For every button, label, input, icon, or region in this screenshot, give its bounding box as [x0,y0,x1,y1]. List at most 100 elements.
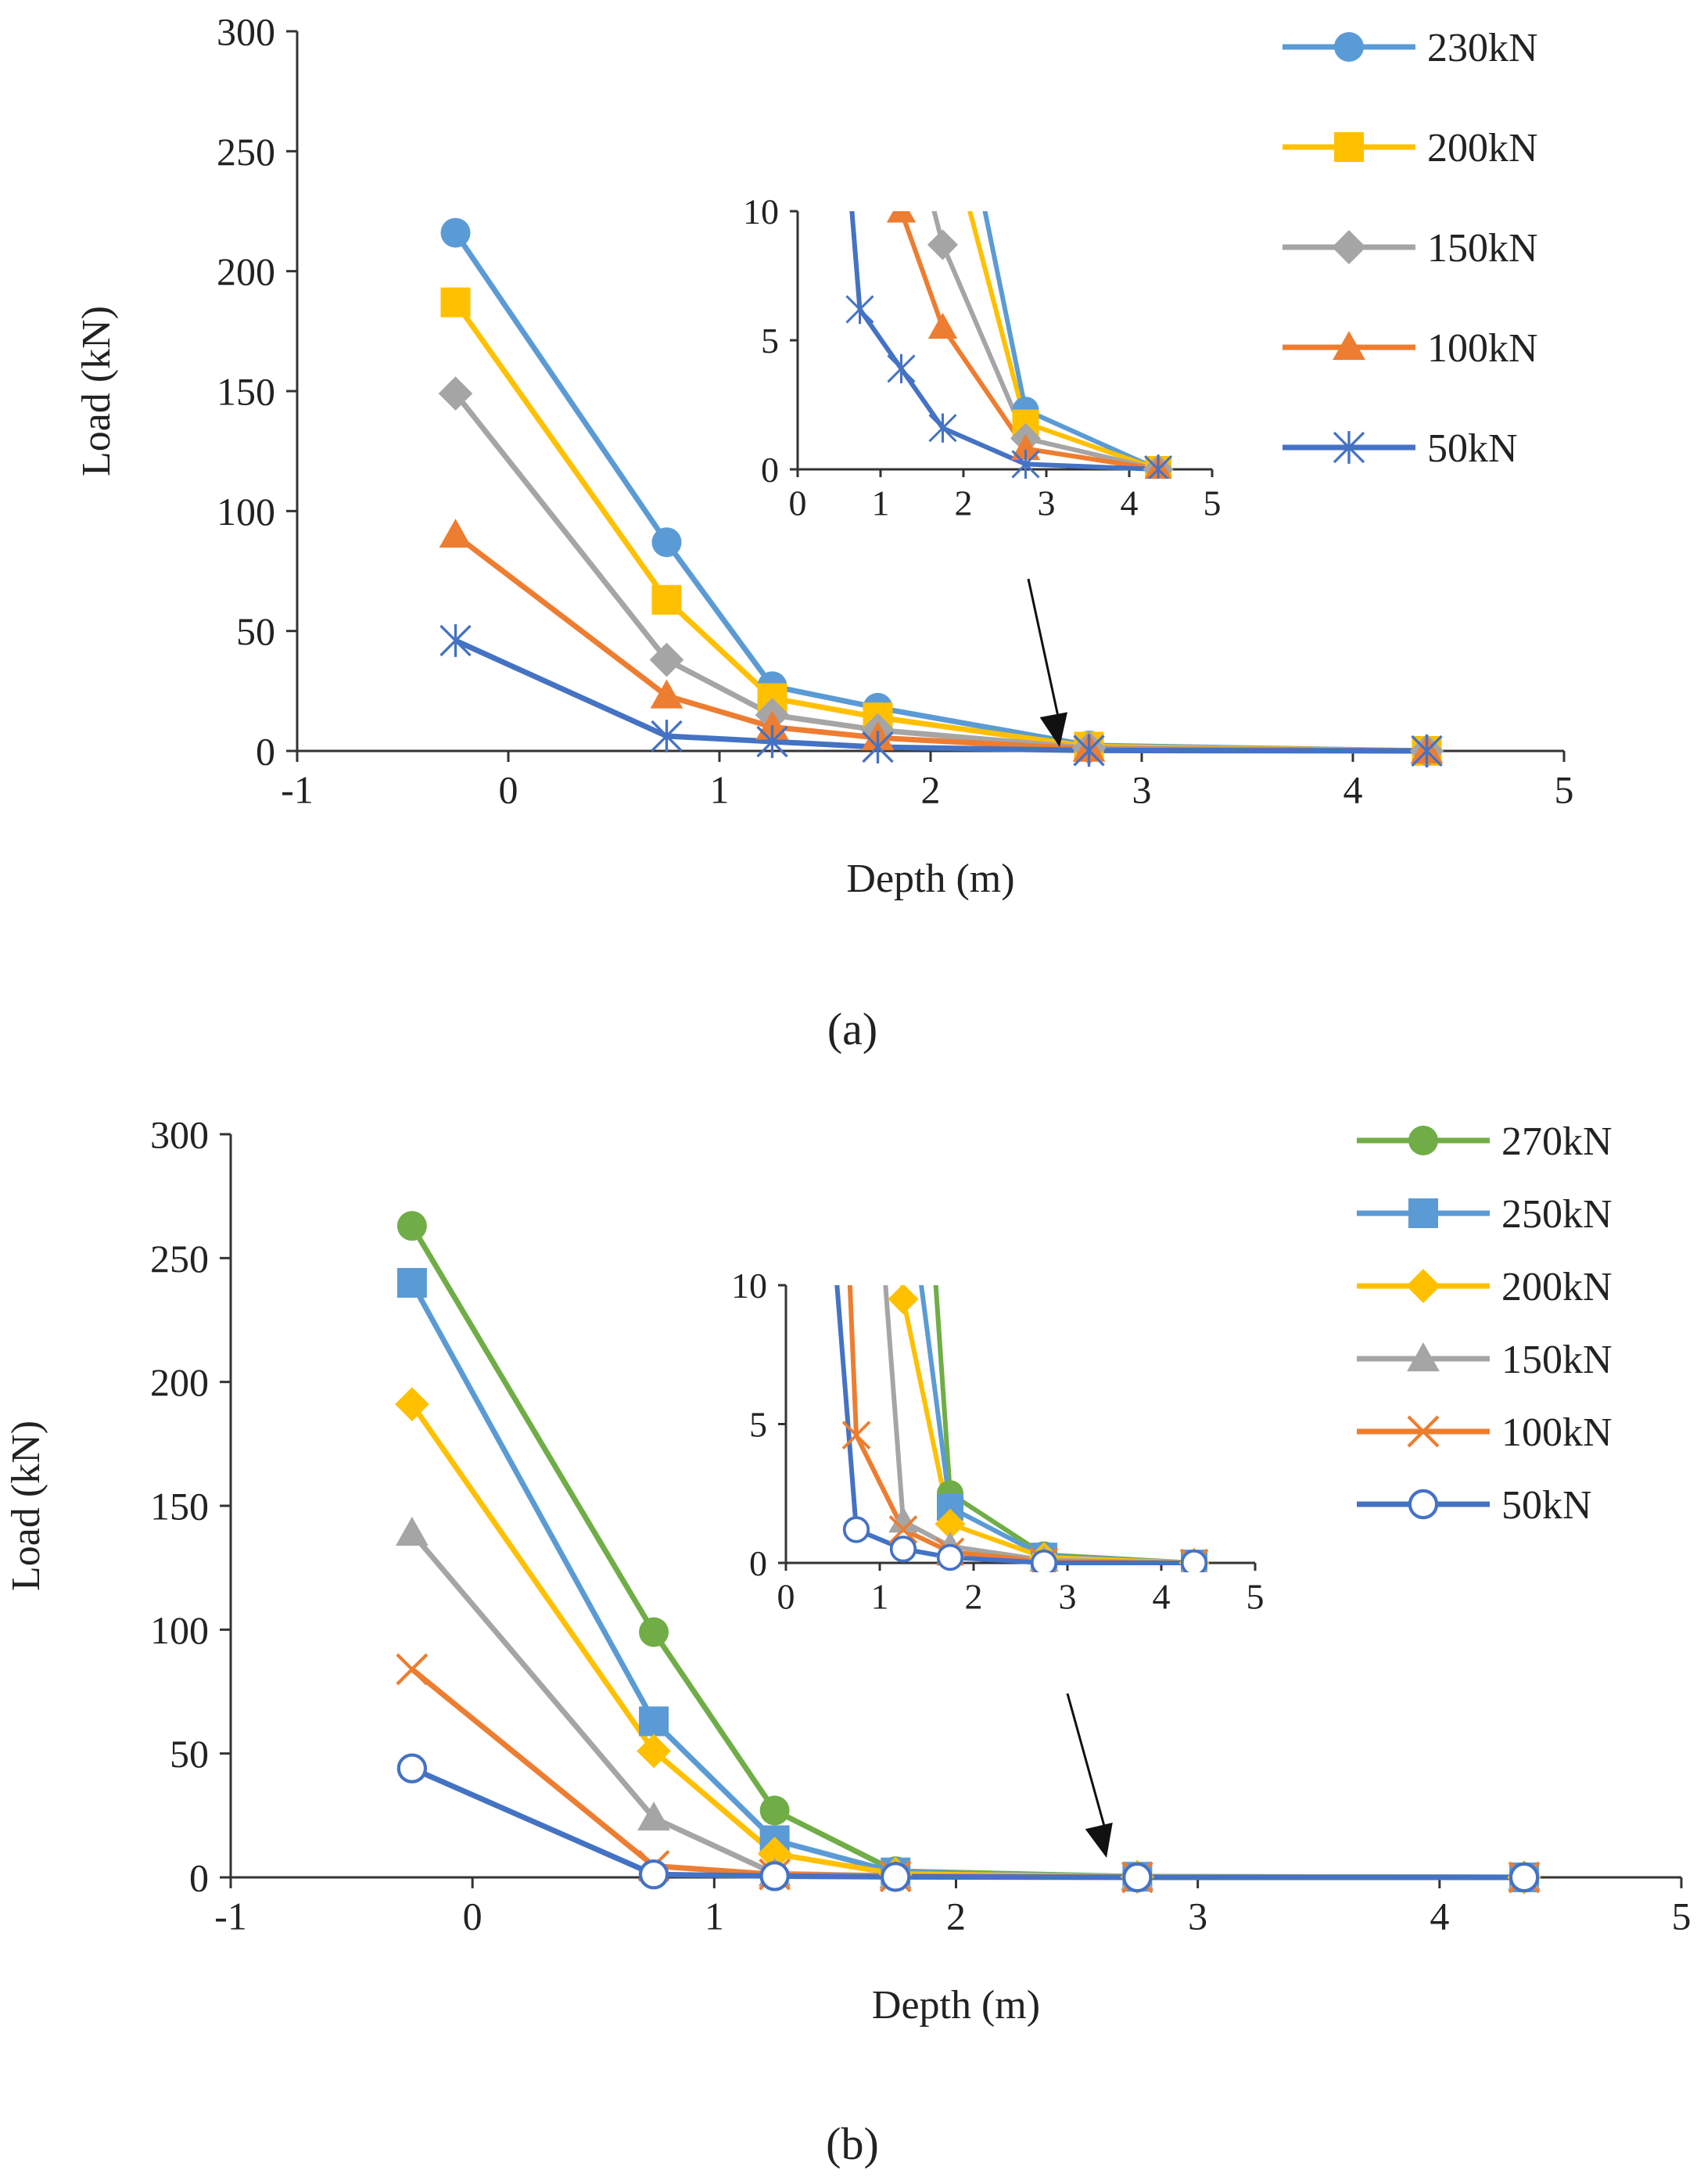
a-legend-label-2: 150kN [1427,226,1538,271]
a-main-point-2-1 [649,642,684,677]
b-y-tick-label: 250 [150,1237,209,1281]
b-inset-point-2-2 [888,1285,919,1315]
b-inset-x-tick-label: 1 [871,1576,889,1616]
b-main-point-0-1 [639,1617,669,1647]
b-x-tick-label: 3 [1188,1895,1207,1938]
a-main-point-3-0 [439,519,472,548]
a-main-point-0-1 [651,527,682,558]
a-inset-point-4-3 [928,413,957,443]
a-x-axis-label: Depth (m) [846,857,1014,901]
a-inset-y-tick-label: 0 [761,450,779,490]
panel-label-a: (a) [827,1004,877,1054]
b-main-point-5-3 [881,1862,911,1892]
b-y-tick-label: 100 [150,1608,209,1652]
b-main-point-0-0 [396,1211,427,1241]
b-y-tick-label: 0 [189,1856,209,1900]
b-legend-label-2: 200kN [1501,1265,1613,1309]
a-main-point-4-4 [1073,734,1105,767]
a-inset-x-tick-label: 4 [1121,483,1139,523]
a-y-tick-label: 150 [217,370,275,414]
a-y-tick-label: 100 [217,490,275,533]
a-x-tick-label: 4 [1343,768,1363,812]
a-legend-marker-2 [1332,230,1366,264]
a-arrow-line [1027,578,1061,724]
a-inset-x-tick-label: 5 [1204,483,1221,523]
a-inset-point-3-4 [1010,433,1041,461]
a-main-series-group [438,217,1444,768]
a-main-point-0-0 [440,217,471,248]
a-legend-marker-4 [1333,431,1365,464]
b-inset-y-tick-label: 0 [749,1543,767,1583]
a-main-point-4-0 [439,624,472,657]
a-main-point-4-1 [651,720,683,753]
a-y-tick-label: 50 [236,609,275,653]
b-inset-point-3-2 [888,1507,918,1533]
b-inset-point-5-5 [1180,1549,1208,1572]
b-x-tick-label: 2 [946,1895,966,1938]
a-legend-label-0: 230kN [1427,26,1538,70]
a-y-tick-label: 200 [217,250,275,293]
a-main-point-4-2 [756,725,788,758]
b-main-point-4-0 [396,1653,429,1686]
b-x-tick-label: 0 [463,1895,483,1938]
a-legend-marker-3 [1333,331,1365,361]
b-inset-x-tick-label: 4 [1153,1576,1171,1616]
a-legend-marker-1 [1334,132,1364,162]
a-x-tick-label: 2 [921,768,941,812]
b-legend-marker-1 [1408,1198,1438,1228]
b-main-series-group [395,1211,1541,1895]
b-inset-point-2-3 [935,1508,966,1539]
b-main-series-line-5 [411,1766,1525,1880]
b-legend-marker-3 [1407,1342,1440,1372]
a-main-point-3-1 [650,679,683,709]
b-main-point-5-5 [1508,1862,1540,1893]
b-main-point-0-2 [759,1795,790,1826]
b-inset-point-5-2 [889,1536,917,1563]
a-inset-y-tick-label: 10 [743,192,779,232]
a-main-point-4-5 [1411,735,1443,767]
b-y-tick-label: 150 [150,1485,209,1528]
b-arrow-head [1085,1822,1113,1858]
a-inset-point-3-2 [886,211,917,223]
a-inset-point-4-2 [887,354,916,383]
b-main-point-5-2 [759,1861,790,1891]
b-inset-x-tick-label: 3 [1059,1576,1077,1616]
b-inset-x-tick-label: 5 [1247,1576,1265,1616]
b-legend-label-0: 270kN [1501,1119,1613,1164]
b-x-axis-label: Depth (m) [872,1983,1040,2028]
a-x-tick-label: 1 [710,768,730,812]
b-main-point-5-1 [638,1859,669,1890]
b-legend-label-1: 250kN [1501,1192,1613,1237]
a-x-tick-label: 3 [1132,768,1152,812]
a-x-tick-label: 5 [1555,768,1574,812]
b-main-point-2-2 [757,1837,792,1871]
a-main-point-1-0 [440,287,471,318]
a-x-tick-label: 0 [499,768,518,812]
a-inset-series-line-2 [931,211,1159,472]
a-legend-label-1: 200kN [1427,126,1538,171]
b-inset-point-4-1 [841,1421,871,1450]
a-inset-x-tick-label: 2 [955,483,973,523]
b-x-tick-label: 4 [1430,1895,1449,1938]
a-inset-series-group [845,211,1174,479]
a-inset-series-line-3 [899,211,1159,472]
a-x-tick-label: -1 [281,768,314,812]
b-main-point-2-0 [395,1387,429,1422]
a-inset-y-tick-label: 5 [761,321,779,361]
a-inset-x-tick-label: 1 [872,483,890,523]
a-inset-point-4-1 [845,294,874,325]
a-y-axis-label: Load (kN) [74,306,119,476]
panel-label-b: (b) [826,2118,879,2169]
a-legend-label-3: 100kN [1427,326,1538,371]
a-main-point-2-0 [438,376,473,411]
b-inset-series-line-5 [834,1285,1194,1565]
a-inset-series-line-0 [982,211,1160,472]
b-legend-label-5: 50kN [1501,1483,1592,1528]
a-inset-series-line-4 [849,211,1159,472]
a-y-tick-label: 0 [256,730,275,774]
a-inset-point-3-3 [927,312,958,339]
a-y-tick-label: 300 [217,10,275,54]
